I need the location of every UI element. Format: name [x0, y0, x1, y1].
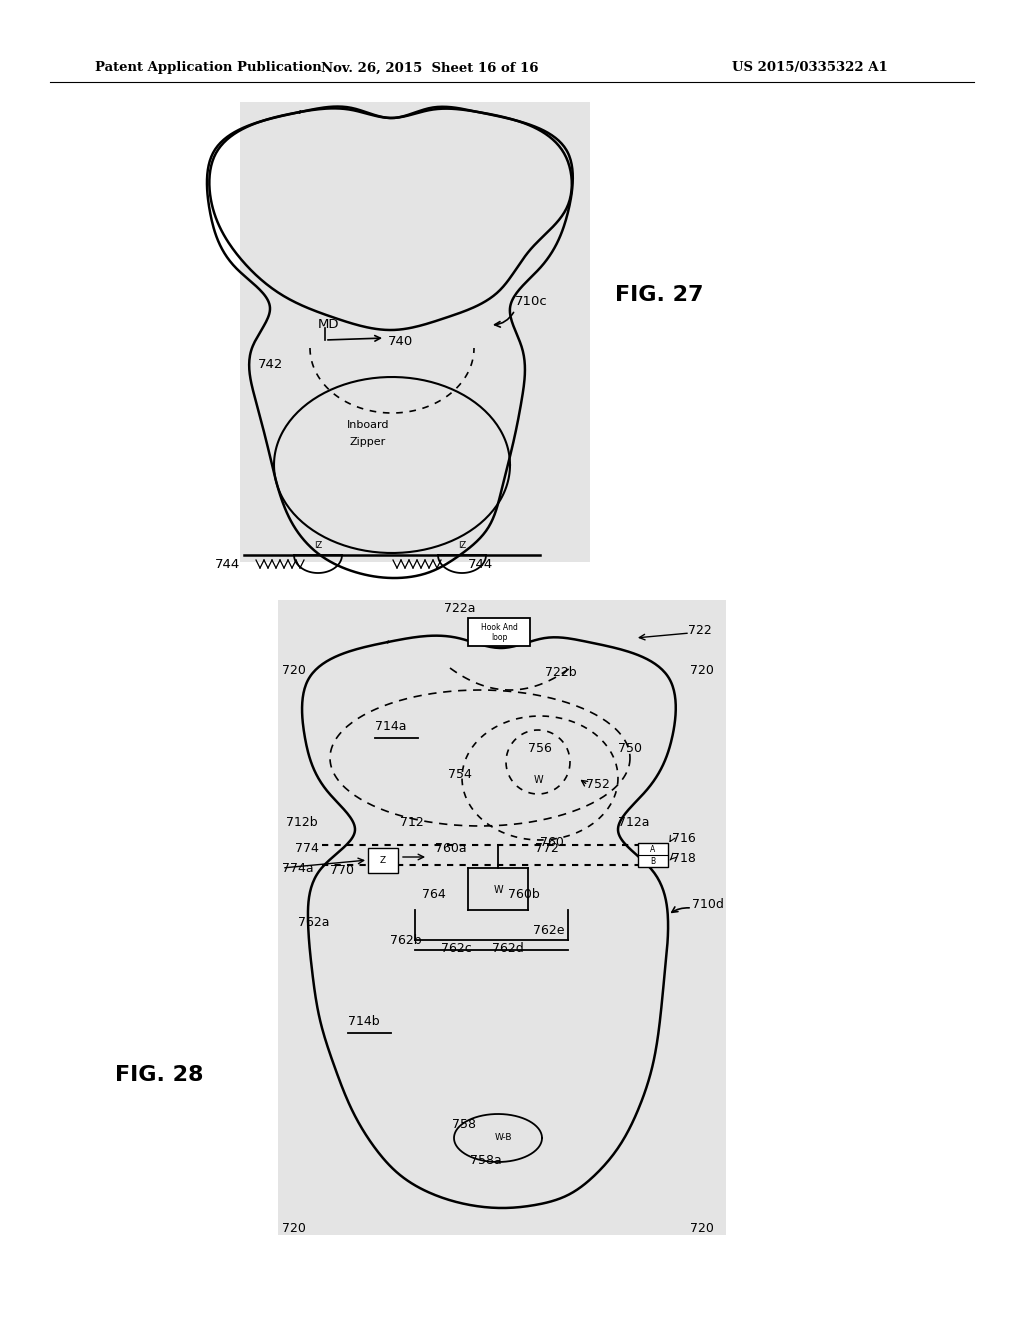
Text: 712: 712	[400, 816, 424, 829]
Text: 710d: 710d	[692, 899, 724, 912]
Text: 720: 720	[282, 664, 306, 676]
Text: B: B	[650, 857, 655, 866]
Text: 758: 758	[452, 1118, 476, 1131]
Text: 718: 718	[672, 851, 696, 865]
Text: 760: 760	[540, 836, 564, 849]
Text: Hook And: Hook And	[480, 623, 517, 632]
Bar	[368, 847, 398, 873]
Bar	[468, 618, 530, 645]
Text: 760b: 760b	[508, 888, 540, 902]
Text: 770: 770	[330, 863, 354, 876]
Text: 710c: 710c	[515, 294, 548, 308]
Text: 714b: 714b	[348, 1015, 380, 1028]
Text: 762a: 762a	[298, 916, 330, 928]
Text: 722: 722	[688, 623, 712, 636]
Text: W: W	[534, 775, 543, 785]
Text: 740: 740	[388, 335, 414, 348]
Text: Z: Z	[380, 855, 386, 865]
Text: MD: MD	[318, 318, 340, 331]
Text: 758a: 758a	[470, 1154, 502, 1167]
Text: 712b: 712b	[286, 816, 317, 829]
Text: 762d: 762d	[492, 941, 523, 954]
Bar	[638, 843, 668, 867]
Text: 752: 752	[586, 779, 610, 792]
Text: 720: 720	[690, 1221, 714, 1234]
Text: 762b: 762b	[390, 933, 422, 946]
Text: 720: 720	[690, 664, 714, 676]
Text: 712a: 712a	[618, 816, 649, 829]
Text: 722a: 722a	[444, 602, 476, 615]
Text: Patent Application Publication: Patent Application Publication	[95, 62, 322, 74]
Text: 762e: 762e	[534, 924, 564, 936]
Text: 742: 742	[258, 358, 284, 371]
Text: IZ: IZ	[314, 541, 323, 550]
Text: A: A	[650, 846, 655, 854]
Text: 744: 744	[468, 558, 494, 572]
Text: US 2015/0335322 A1: US 2015/0335322 A1	[732, 62, 888, 74]
Text: 722b: 722b	[545, 665, 577, 678]
Text: 772: 772	[535, 842, 559, 854]
Text: 714a: 714a	[375, 719, 407, 733]
Text: 756: 756	[528, 742, 552, 755]
Text: Zipper: Zipper	[350, 437, 386, 447]
Text: IZ: IZ	[458, 541, 466, 550]
Text: 744: 744	[215, 558, 240, 572]
Text: 760a: 760a	[435, 842, 467, 854]
Text: FIG. 27: FIG. 27	[615, 285, 703, 305]
Text: 750: 750	[618, 742, 642, 755]
Bar	[240, 102, 590, 562]
Text: 774: 774	[295, 842, 318, 854]
Bar	[278, 601, 726, 1236]
Text: FIG. 28: FIG. 28	[115, 1065, 204, 1085]
Text: W-B: W-B	[495, 1134, 512, 1143]
Text: 774a: 774a	[282, 862, 313, 874]
Text: Nov. 26, 2015  Sheet 16 of 16: Nov. 26, 2015 Sheet 16 of 16	[322, 62, 539, 74]
Text: 720: 720	[282, 1221, 306, 1234]
Text: 762c: 762c	[441, 941, 472, 954]
Text: loop: loop	[490, 634, 507, 643]
Text: 754: 754	[449, 768, 472, 781]
Text: 716: 716	[672, 832, 695, 845]
Text: Inboard: Inboard	[347, 420, 389, 430]
Text: 764: 764	[422, 888, 445, 902]
Text: W: W	[494, 884, 503, 895]
